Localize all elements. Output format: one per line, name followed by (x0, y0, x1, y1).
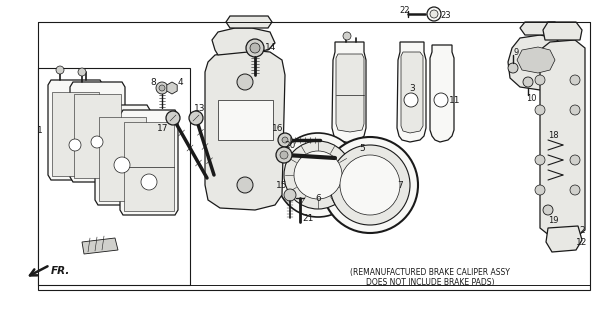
Circle shape (434, 93, 448, 107)
Circle shape (570, 185, 580, 195)
Circle shape (159, 85, 165, 91)
Text: 3: 3 (409, 84, 415, 92)
Polygon shape (124, 122, 174, 211)
Text: 15: 15 (276, 180, 288, 189)
Text: 20: 20 (284, 140, 296, 149)
Circle shape (535, 185, 545, 195)
Circle shape (430, 10, 438, 18)
Circle shape (427, 7, 441, 21)
Bar (38, 68, 190, 285)
Circle shape (535, 105, 545, 115)
Polygon shape (205, 50, 285, 210)
Polygon shape (212, 28, 275, 55)
Text: 2: 2 (579, 226, 585, 235)
Circle shape (404, 93, 418, 107)
Circle shape (570, 75, 580, 85)
Circle shape (284, 189, 296, 201)
Circle shape (166, 111, 180, 125)
Text: 23: 23 (441, 11, 451, 20)
Text: DOES NOT INCLUDE BRAKE PADS): DOES NOT INCLUDE BRAKE PADS) (366, 277, 494, 286)
Text: 12: 12 (576, 237, 588, 246)
Text: 11: 11 (450, 95, 461, 105)
Polygon shape (543, 22, 582, 40)
Text: 5: 5 (359, 143, 365, 153)
Circle shape (276, 133, 360, 217)
Polygon shape (99, 117, 146, 201)
Polygon shape (74, 94, 121, 178)
Circle shape (56, 66, 64, 74)
Polygon shape (48, 80, 103, 180)
Polygon shape (517, 47, 555, 73)
Polygon shape (52, 92, 99, 176)
Circle shape (78, 68, 86, 76)
Text: 19: 19 (548, 215, 558, 225)
Bar (38, 22, 590, 290)
Circle shape (284, 141, 352, 209)
Text: 17: 17 (157, 124, 169, 132)
Circle shape (91, 136, 103, 148)
Circle shape (523, 77, 533, 87)
Circle shape (114, 157, 130, 173)
Polygon shape (430, 45, 454, 142)
Text: 13: 13 (194, 103, 206, 113)
Circle shape (237, 177, 253, 193)
Circle shape (280, 151, 288, 159)
Polygon shape (520, 22, 560, 35)
Text: 1: 1 (37, 125, 43, 134)
Text: 7: 7 (397, 180, 403, 189)
Circle shape (340, 155, 400, 215)
Text: 21: 21 (302, 213, 314, 222)
Polygon shape (120, 110, 178, 215)
Text: 16: 16 (272, 124, 284, 132)
Text: FR.: FR. (50, 266, 70, 276)
Circle shape (570, 155, 580, 165)
Circle shape (278, 133, 292, 147)
Circle shape (330, 145, 410, 225)
Circle shape (282, 137, 288, 143)
Polygon shape (508, 35, 568, 90)
Polygon shape (95, 105, 150, 205)
Circle shape (543, 205, 553, 215)
Text: 10: 10 (526, 93, 536, 102)
Circle shape (237, 74, 253, 90)
Polygon shape (397, 42, 426, 142)
Polygon shape (546, 226, 582, 252)
Circle shape (69, 139, 81, 151)
Circle shape (276, 147, 292, 163)
Circle shape (156, 82, 168, 94)
Circle shape (322, 137, 418, 233)
Polygon shape (332, 42, 366, 143)
Circle shape (535, 75, 545, 85)
Text: 8: 8 (150, 77, 156, 86)
Circle shape (535, 155, 545, 165)
Text: 4: 4 (177, 77, 183, 86)
Polygon shape (82, 238, 118, 254)
Polygon shape (401, 52, 423, 133)
Text: (REMANUFACTURED BRAKE CALIPER ASSY: (REMANUFACTURED BRAKE CALIPER ASSY (350, 268, 510, 276)
Circle shape (250, 43, 260, 53)
Circle shape (141, 174, 157, 190)
Circle shape (246, 39, 264, 57)
Polygon shape (226, 16, 272, 28)
Circle shape (294, 151, 342, 199)
Polygon shape (167, 82, 177, 94)
Polygon shape (540, 40, 585, 238)
Text: 18: 18 (548, 131, 558, 140)
Text: 9: 9 (513, 47, 519, 57)
Circle shape (508, 63, 518, 73)
Text: 22: 22 (400, 5, 410, 14)
Circle shape (189, 111, 203, 125)
Circle shape (343, 32, 351, 40)
Text: 14: 14 (265, 43, 276, 52)
Polygon shape (70, 82, 125, 182)
Polygon shape (336, 54, 364, 132)
Bar (218, 100, 273, 140)
Circle shape (570, 105, 580, 115)
Text: 6: 6 (315, 194, 321, 203)
